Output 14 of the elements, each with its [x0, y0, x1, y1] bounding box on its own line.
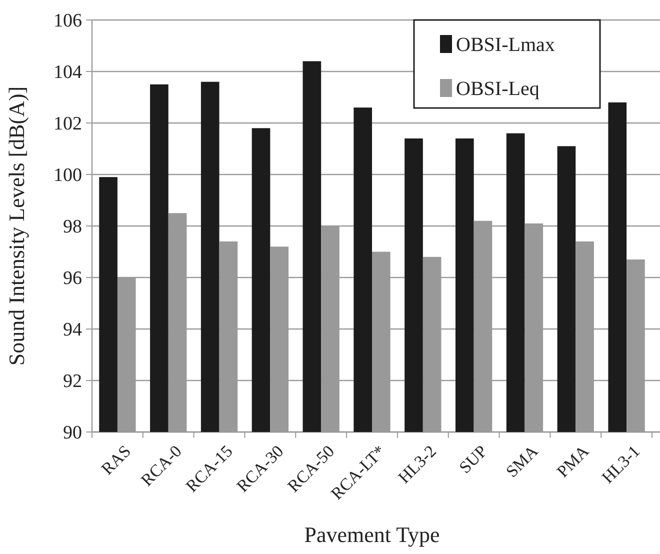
y-tick-label: 100	[54, 165, 82, 186]
y-tick-label: 96	[63, 268, 82, 290]
y-tick-label: 90	[63, 422, 82, 444]
y-axis-title: Sound Intensity Levels [dB(A)]	[4, 86, 29, 366]
x-axis-title: Pavement Type	[304, 522, 440, 547]
y-tick-label: 92	[63, 371, 82, 392]
y-tick-label: 104	[54, 62, 82, 84]
legend-label: OBSI-Lmax	[456, 34, 555, 56]
y-tick-label: 94	[63, 320, 82, 341]
y-tick-label: 102	[54, 114, 82, 135]
y-tick-label: 98	[63, 216, 82, 238]
y-tick-label: 106	[54, 10, 82, 32]
x-tick-label: SUP	[455, 442, 491, 478]
legend-label: OBSI-Leq	[456, 78, 540, 100]
